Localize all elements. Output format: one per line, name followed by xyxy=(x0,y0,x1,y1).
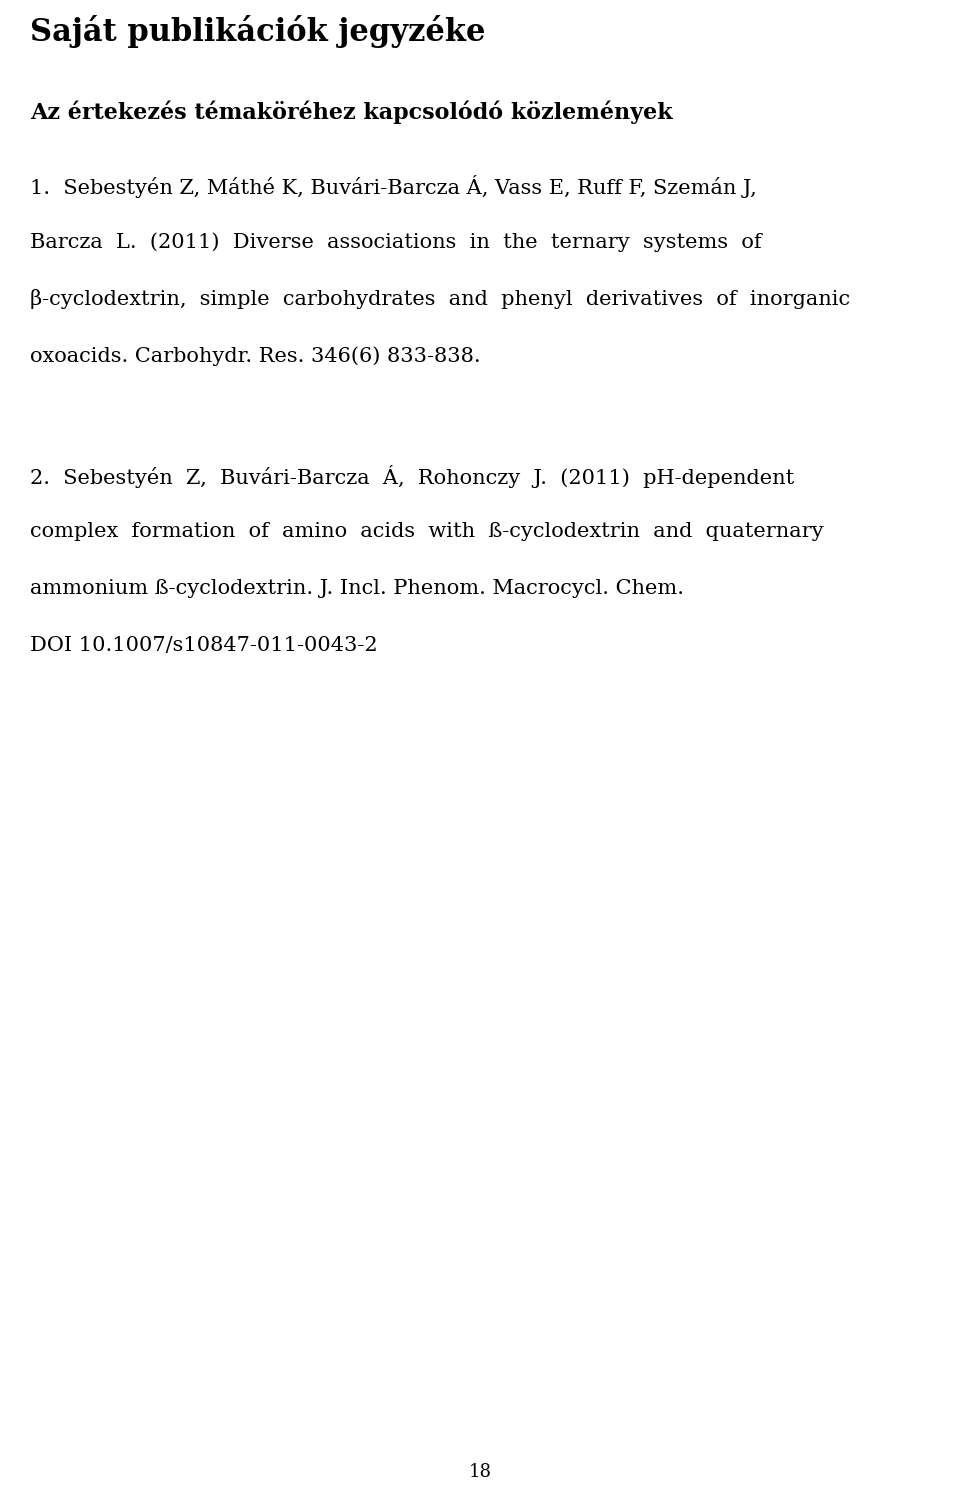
Text: 1.  Sebestyén Z, Máthé K, Buvári-Barcza Á, Vass E, Ruff F, Szemán J,: 1. Sebestyén Z, Máthé K, Buvári-Barcza Á… xyxy=(30,175,756,199)
Text: Az értekezés témaköréhez kapcsolódó közlemények: Az értekezés témaköréhez kapcsolódó közl… xyxy=(30,99,673,123)
Text: 18: 18 xyxy=(468,1463,492,1481)
Text: β-cyclodextrin,  simple  carbohydrates  and  phenyl  derivatives  of  inorganic: β-cyclodextrin, simple carbohydrates and… xyxy=(30,289,851,309)
Text: Saját publikációk jegyzéke: Saját publikációk jegyzéke xyxy=(30,15,486,48)
Text: complex  formation  of  amino  acids  with  ß-cyclodextrin  and  quaternary: complex formation of amino acids with ß-… xyxy=(30,522,824,540)
Text: 2.  Sebestyén  Z,  Buvári-Barcza  Á,  Rohonczy  J.  (2011)  pH-dependent: 2. Sebestyén Z, Buvári-Barcza Á, Rohoncz… xyxy=(30,465,794,488)
Text: ammonium ß-cyclodextrin. J. Incl. Phenom. Macrocycl. Chem.: ammonium ß-cyclodextrin. J. Incl. Phenom… xyxy=(30,579,684,597)
Text: oxoacids. Carbohydr. Res. 346(6) 833-838.: oxoacids. Carbohydr. Res. 346(6) 833-838… xyxy=(30,346,481,366)
Text: DOI 10.1007/s10847-011-0043-2: DOI 10.1007/s10847-011-0043-2 xyxy=(30,637,377,655)
Text: Barcza  L.  (2011)  Diverse  associations  in  the  ternary  systems  of: Barcza L. (2011) Diverse associations in… xyxy=(30,232,761,251)
